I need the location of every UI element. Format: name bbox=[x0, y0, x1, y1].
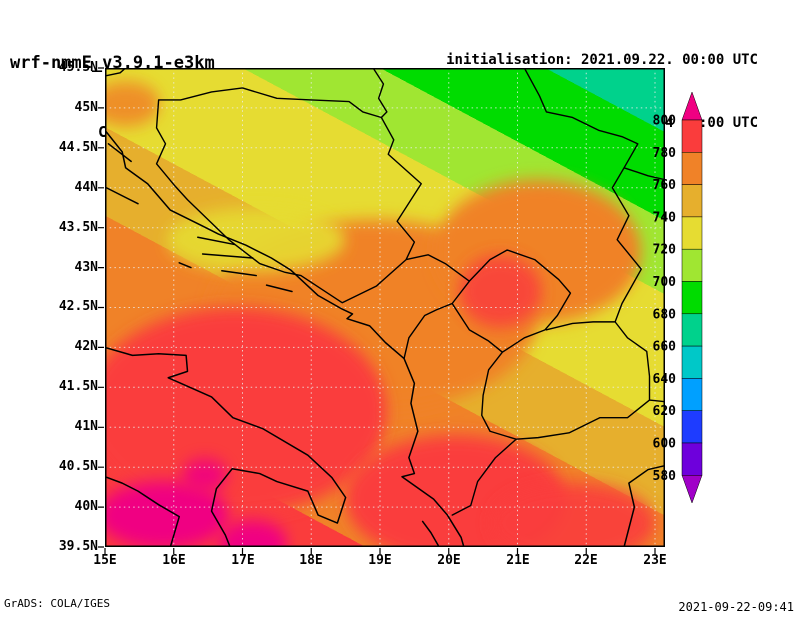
y-axis-tick-label: 45N bbox=[74, 100, 98, 115]
y-axis-tick-label: 39.5N bbox=[58, 539, 98, 554]
orange-blob bbox=[105, 81, 160, 127]
y-axis-tick-label: 42N bbox=[74, 339, 98, 354]
red-blob bbox=[490, 483, 655, 547]
colorbar-tick-label: 740 bbox=[653, 210, 677, 225]
colorbar: 800 780 760 740 720 700 680 660 640 620 … bbox=[653, 91, 703, 504]
colorbar-tick-label: 660 bbox=[653, 340, 677, 355]
y-axis-tick-label: 40N bbox=[74, 499, 98, 514]
x-axis-tick-label: 21E bbox=[506, 553, 530, 568]
x-axis-tick-label: 23E bbox=[643, 553, 667, 568]
y-axis-tick-label: 45.5N bbox=[58, 60, 98, 75]
colorbar-segment bbox=[681, 313, 703, 347]
y-axis-tick-label: 43N bbox=[74, 260, 98, 275]
y-axis-tick-label: 44.5N bbox=[58, 140, 98, 155]
colorbar-tick-label: 600 bbox=[653, 437, 677, 452]
colorbar-segment bbox=[681, 216, 703, 250]
y-axis-tick-label: 44N bbox=[74, 180, 98, 195]
init-time-label: initialisation: 2021.09.22. 00:00 UTC bbox=[446, 52, 758, 68]
colorbar-segment bbox=[681, 345, 703, 379]
x-axis-tick-label: 22E bbox=[574, 553, 598, 568]
y-axis-ticks bbox=[98, 67, 104, 548]
grads-credit: GrADS: COLA/IGES bbox=[4, 597, 110, 610]
x-axis-ticks bbox=[104, 548, 656, 554]
colorbar-segment bbox=[681, 442, 703, 476]
magenta-blob bbox=[218, 520, 288, 547]
x-axis-tick-label: 20E bbox=[437, 553, 461, 568]
magenta-blob bbox=[105, 481, 229, 547]
colorbar-segment bbox=[681, 378, 703, 411]
colorbar-segment bbox=[681, 152, 703, 185]
colorbar-segment bbox=[681, 410, 703, 444]
colorbar-tick-label: 680 bbox=[653, 307, 677, 322]
y-axis-tick-label: 42.5N bbox=[58, 299, 98, 314]
x-axis-tick-label: 18E bbox=[299, 553, 323, 568]
y-axis-tick-label: 40.5N bbox=[58, 459, 98, 474]
colorbar-segment bbox=[681, 248, 703, 282]
colorbar-tick-label: 620 bbox=[653, 404, 677, 419]
colorbar-tick-label: 800 bbox=[653, 114, 677, 129]
colorbar-tick-label: 640 bbox=[653, 372, 677, 387]
colorbar-segment bbox=[681, 119, 703, 153]
red-blob bbox=[459, 255, 542, 328]
x-axis-tick-label: 15E bbox=[93, 553, 117, 568]
x-axis-tick-label: 17E bbox=[231, 553, 255, 568]
magenta-blob bbox=[182, 459, 228, 492]
colorbar-tick-label: 720 bbox=[653, 243, 677, 258]
map-frame bbox=[105, 68, 665, 547]
colorbar-arrow-top bbox=[681, 91, 703, 121]
colorbar-segment bbox=[681, 184, 703, 218]
y-axis-tick-label: 41.5N bbox=[58, 379, 98, 394]
yellow-blob bbox=[166, 207, 346, 272]
map-plot bbox=[98, 67, 665, 554]
colorbar-tick-label: 760 bbox=[653, 178, 677, 193]
colorbar-segment bbox=[681, 281, 703, 315]
y-axis-tick-label: 43.5N bbox=[58, 220, 98, 235]
colorbar-tick-label: 780 bbox=[653, 146, 677, 161]
x-axis-tick-label: 19E bbox=[368, 553, 392, 568]
creation-timestamp: 2021-09-22-09:41 bbox=[678, 600, 794, 614]
country-borders-path bbox=[105, 68, 665, 515]
red-blob bbox=[105, 307, 387, 516]
y-axis-tick-label: 41N bbox=[74, 419, 98, 434]
colorbar-tick-label: 700 bbox=[653, 275, 677, 290]
coastlines-path bbox=[105, 130, 665, 547]
x-axis-tick-label: 16E bbox=[162, 553, 186, 568]
colorbar-tick-label: 580 bbox=[653, 469, 677, 484]
colorbar-arrow-bottom bbox=[681, 475, 703, 504]
